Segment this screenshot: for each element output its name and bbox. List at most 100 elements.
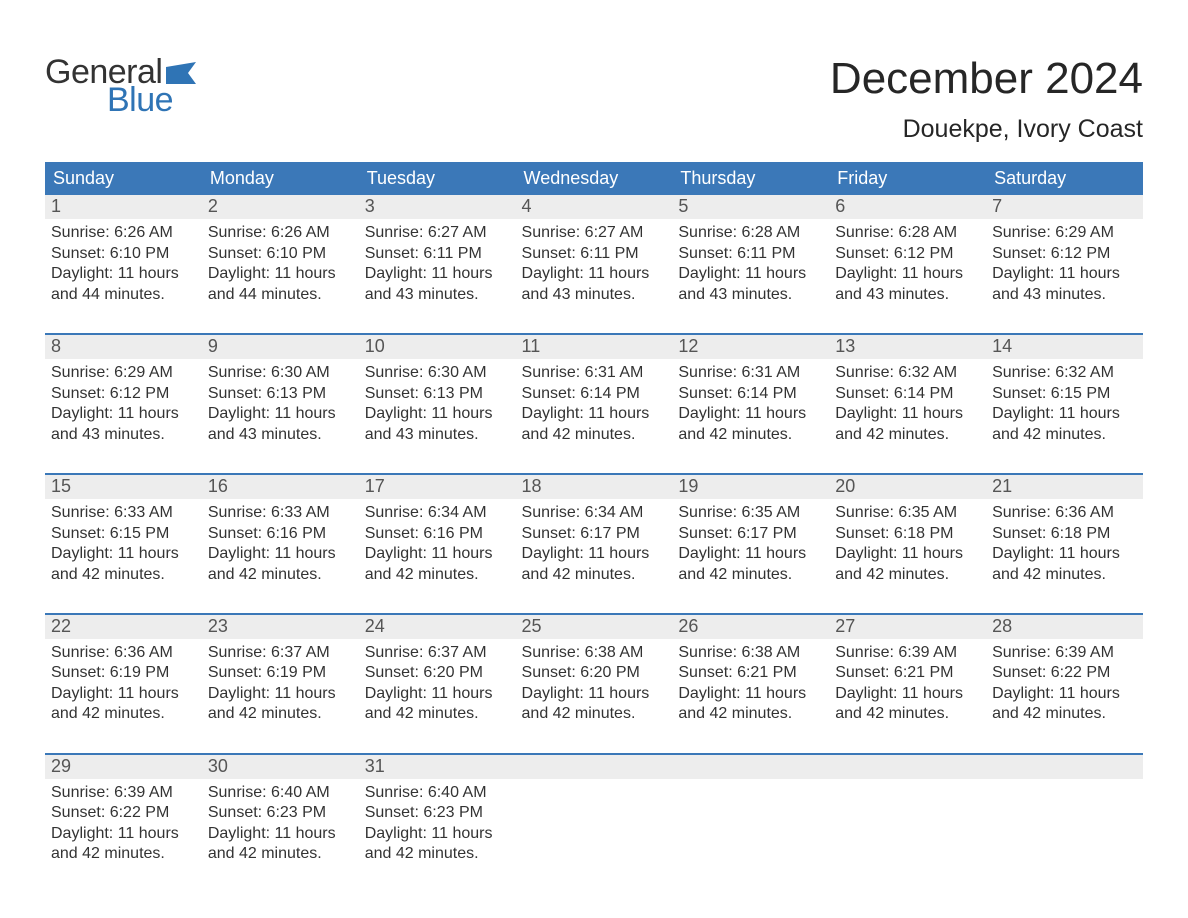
day-number-cell: 31	[359, 755, 516, 779]
day-number-cell: 15	[45, 475, 202, 499]
day-details-cell: Sunrise: 6:36 AM Sunset: 6:19 PM Daylight:…	[45, 639, 202, 753]
daylight-line: Daylight: 11 hoursand 44 minutes.	[51, 265, 179, 302]
sunrise-line: Sunrise: 6:33 AM	[51, 504, 173, 521]
day-number-cell: 8	[45, 335, 202, 359]
daylight-line: Daylight: 11 hoursand 42 minutes.	[678, 405, 806, 442]
sunset-line: Sunset: 6:19 PM	[51, 664, 169, 681]
sunrise-line: Sunrise: 6:26 AM	[208, 224, 330, 241]
day-details-cell: Sunrise: 6:29 AMSunset: 6:12 PMDaylight:…	[986, 219, 1143, 333]
daylight-line: Daylight: 11 hoursand 43 minutes.	[208, 405, 336, 442]
sunset-line: Sunset: 6:20 PM	[522, 664, 640, 681]
day-details-cell: Sunrise: 6:33 AMSunset: 6:16 PMDaylight:…	[202, 499, 359, 613]
day-details-cell: Sunrise: 6:28 AMSunset: 6:12 PMDaylight:…	[829, 219, 986, 333]
day-number-cell: 19	[672, 475, 829, 499]
day-number-row: 891011121314	[45, 335, 1143, 359]
day-details-row: Sunrise: 6:36 AM Sunset: 6:19 PM Daylight:…	[45, 639, 1143, 753]
day-details-cell: Sunrise: 6:34 AMSunset: 6:16 PMDaylight:…	[359, 499, 516, 613]
day-number-cell: 30	[202, 755, 359, 779]
sunrise-line: Sunrise: 6:40 AM	[365, 784, 487, 801]
location-subtitle: Douekpe, Ivory Coast	[830, 115, 1143, 144]
daylight-line: Daylight: 11 hoursand 42 minutes.	[365, 685, 493, 722]
day-number-cell	[516, 755, 673, 779]
day-of-week-header: Friday	[829, 162, 986, 195]
sunset-line: Sunset: 6:11 PM	[522, 245, 639, 262]
day-details-row: Sunrise: 6:33 AMSunset: 6:15 PMDaylight:…	[45, 499, 1143, 613]
day-number-cell: 12	[672, 335, 829, 359]
daylight-line: Daylight: 11 hoursand 42 minutes.	[835, 685, 963, 722]
sunrise-line: Sunrise: 6:35 AM	[678, 504, 800, 521]
day-number-cell: 25	[516, 615, 673, 639]
sunset-line: Sunset: 6:14 PM	[678, 385, 796, 402]
day-details-cell: Sunrise: 6:27 AMSunset: 6:11 PMDaylight:…	[359, 219, 516, 333]
day-number-row: 1234567	[45, 195, 1143, 219]
daylight-line: Daylight: 11 hoursand 42 minutes.	[51, 685, 179, 722]
sunrise-line: Sunrise: 6:30 AM	[208, 364, 330, 381]
daylight-line: Daylight: 11 hoursand 42 minutes.	[522, 405, 650, 442]
sunrise-line: Sunrise: 6:39 AM	[51, 784, 173, 801]
calendar-page: General Blue December 2024 Douekpe, Ivor…	[0, 0, 1188, 915]
day-number-cell: 14	[986, 335, 1143, 359]
sunrise-line: Sunrise: 6:28 AM	[835, 224, 957, 241]
daylight-line: Daylight: 11 hoursand 42 minutes.	[678, 545, 806, 582]
sunrise-line: Sunrise: 6:31 AM	[522, 364, 644, 381]
day-details-cell: Sunrise: 6:29 AMSunset: 6:12 PMDaylight:…	[45, 359, 202, 473]
day-number-cell: 28	[986, 615, 1143, 639]
day-number-row: 22232425262728	[45, 615, 1143, 639]
day-number-cell: 13	[829, 335, 986, 359]
sunrise-line: Sunrise: 6:39 AM	[992, 644, 1114, 661]
day-number-cell: 6	[829, 195, 986, 219]
day-details-cell: Sunrise: 6:38 AMSunset: 6:21 PMDaylight:…	[672, 639, 829, 753]
sunrise-line: Sunrise: 6:31 AM	[678, 364, 800, 381]
sunrise-line: Sunrise: 6:33 AM	[208, 504, 330, 521]
sunset-line: Sunset: 6:16 PM	[365, 525, 483, 542]
daylight-line: Daylight: 11 hoursand 43 minutes.	[51, 405, 179, 442]
day-details-cell: Sunrise: 6:32 AMSunset: 6:14 PMDaylight:…	[829, 359, 986, 473]
sunset-line: Sunset: 6:12 PM	[992, 245, 1110, 262]
day-details-cell: Sunrise: 6:35 AM Sunset: 6:17 PM Daylight:…	[672, 499, 829, 613]
day-number-cell: 3	[359, 195, 516, 219]
sunset-line: Sunset: 6:13 PM	[208, 385, 326, 402]
day-number-cell: 21	[986, 475, 1143, 499]
sunset-line: Sunset: 6:22 PM	[992, 664, 1110, 681]
sunset-line: Sunset: 6:14 PM	[522, 385, 640, 402]
day-number-cell: 18	[516, 475, 673, 499]
sunrise-line: Sunrise: 6:27 AM	[522, 224, 644, 241]
day-details-cell: Sunrise: 6:39 AMSunset: 6:22 PMDaylight:…	[45, 779, 202, 875]
day-of-week-header: Monday	[202, 162, 359, 195]
sunrise-line: Sunrise: 6:36 AM	[51, 644, 173, 661]
daylight-line: Daylight: 11 hoursand 42 minutes.	[992, 685, 1120, 722]
sunset-line: Sunset: 6:10 PM	[51, 245, 169, 262]
day-details-cell: Sunrise: 6:39 AM Sunset: 6:22 PM Daylight:…	[986, 639, 1143, 753]
day-details-cell: Sunrise: 6:31 AM Sunset: 6:14 PM Daylight:…	[516, 359, 673, 473]
day-details-row: Sunrise: 6:29 AMSunset: 6:12 PMDaylight:…	[45, 359, 1143, 473]
sunset-line: Sunset: 6:17 PM	[678, 525, 796, 542]
sunset-line: Sunset: 6:18 PM	[835, 525, 953, 542]
day-of-week-header: Wednesday	[516, 162, 673, 195]
day-number-cell: 26	[672, 615, 829, 639]
sunrise-line: Sunrise: 6:35 AM	[835, 504, 957, 521]
sunset-line: Sunset: 6:13 PM	[365, 385, 483, 402]
day-details-cell: Sunrise: 6:38 AMSunset: 6:20 PMDaylight:…	[516, 639, 673, 753]
daylight-line: Daylight: 11 hoursand 42 minutes.	[522, 545, 650, 582]
day-of-week-header: Sunday	[45, 162, 202, 195]
sunrise-line: Sunrise: 6:26 AM	[51, 224, 173, 241]
day-of-week-header: Thursday	[672, 162, 829, 195]
daylight-line: Daylight: 11 hoursand 43 minutes.	[992, 265, 1120, 302]
sunrise-line: Sunrise: 6:32 AM	[835, 364, 957, 381]
day-number-cell: 1	[45, 195, 202, 219]
day-details-cell: Sunrise: 6:31 AM Sunset: 6:14 PM Daylight:…	[672, 359, 829, 473]
day-details-cell: Sunrise: 6:34 AMSunset: 6:17 PMDaylight:…	[516, 499, 673, 613]
month-title: December 2024	[830, 55, 1143, 103]
day-details-cell	[672, 779, 829, 875]
day-number-cell: 22	[45, 615, 202, 639]
sunrise-line: Sunrise: 6:32 AM	[992, 364, 1114, 381]
sunset-line: Sunset: 6:23 PM	[365, 804, 483, 821]
daylight-line: Daylight: 11 hoursand 43 minutes.	[365, 265, 493, 302]
sunset-line: Sunset: 6:12 PM	[835, 245, 953, 262]
sunset-line: Sunset: 6:10 PM	[208, 245, 326, 262]
day-details-cell: Sunrise: 6:40 AMSunset: 6:23 PMDaylight:…	[359, 779, 516, 875]
sunrise-line: Sunrise: 6:38 AM	[522, 644, 644, 661]
sunset-line: Sunset: 6:21 PM	[835, 664, 953, 681]
sunrise-line: Sunrise: 6:30 AM	[365, 364, 487, 381]
sunrise-line: Sunrise: 6:28 AM	[678, 224, 800, 241]
